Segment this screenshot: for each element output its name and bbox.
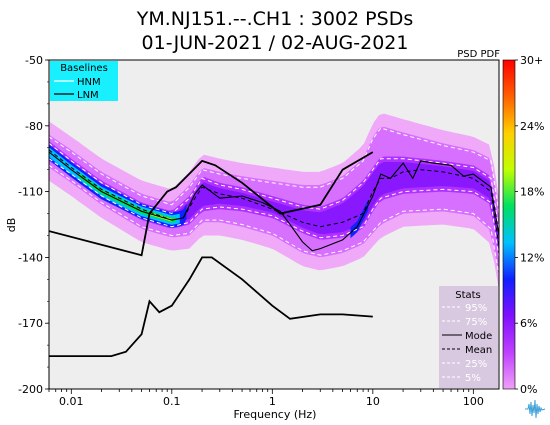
x-tick-label: 0.1	[163, 395, 181, 408]
x-tick-label: 100	[463, 395, 484, 408]
psd-pdf-label: PSD PDF	[457, 49, 500, 60]
y-axis-label: dB	[5, 218, 18, 233]
stats-legend-entry: 75%	[465, 317, 487, 328]
stats-legend-entry: Mean	[465, 345, 492, 356]
y-tick-label: -140	[18, 251, 43, 264]
pdf-ridge-blue	[49, 144, 187, 228]
x-axis-label: Frequency (Hz)	[234, 408, 317, 421]
baselines-legend-entry: HNM	[77, 77, 101, 88]
baselines-legend-title: Baselines	[60, 63, 108, 74]
colorbar	[502, 59, 516, 390]
stats-legend-entry: Mode	[465, 331, 492, 342]
colorbar-tick-label: 6%	[520, 317, 537, 330]
x-tick-label: 1	[269, 395, 276, 408]
y-tick-label: -110	[18, 186, 43, 199]
series-line-mode	[49, 151, 499, 252]
x-axis: 0.01 0.1 1 10 100	[48, 389, 484, 408]
seismogram-logo-icon	[524, 398, 546, 420]
colorbar-ticks: 0% 6% 12% 18% 24% 30+	[515, 54, 544, 396]
stats-legend-entry: 5%	[465, 373, 481, 384]
y-tick-label: -80	[25, 120, 43, 133]
baselines-legend-entry: LNM	[77, 90, 99, 101]
chart-title: YM.NJ151.--.CH1 : 3002 PSDs	[136, 8, 413, 30]
colorbar-tick-label: 24%	[520, 120, 544, 133]
stats-legend-box	[439, 286, 498, 388]
stats-legend: Stats 95% 75% Mode Mean 25% 5%	[439, 286, 498, 388]
series-line-95pct	[49, 127, 499, 214]
y-tick-label: -170	[18, 317, 43, 330]
stats-legend-entry: 95%	[465, 303, 487, 314]
series-line-hnm	[49, 151, 374, 257]
series-line-5pct	[49, 164, 499, 275]
pdf-band-iqr-core	[49, 146, 499, 255]
colorbar-tick-label: 18%	[520, 186, 544, 199]
series-line-25pct	[49, 158, 499, 258]
y-axis: -50 -80 -110 -140 -170 -200	[18, 54, 49, 396]
baselines-legend: Baselines HNM LNM	[50, 61, 118, 101]
colorbar-tick-label: 0%	[520, 383, 537, 396]
stats-legend-title: Stats	[455, 290, 481, 301]
series-line-lnm	[49, 256, 373, 357]
y-tick-label: -200	[18, 383, 43, 396]
chart-subtitle: 01-JUN-2021 / 02-AUG-2021	[142, 32, 409, 54]
y-tick-label: -50	[25, 54, 43, 67]
plot-frame	[48, 59, 500, 390]
stats-legend-entry: 25%	[465, 359, 487, 370]
x-tick-label: 0.01	[59, 395, 84, 408]
x-tick-label: 10	[366, 395, 380, 408]
pdf-heatmap	[49, 113, 499, 291]
colorbar-tick-label: 12%	[520, 251, 544, 264]
series-line-75pct	[49, 142, 499, 232]
plot-lines	[49, 127, 499, 357]
colorbar-tick-label: 30+	[520, 54, 543, 67]
